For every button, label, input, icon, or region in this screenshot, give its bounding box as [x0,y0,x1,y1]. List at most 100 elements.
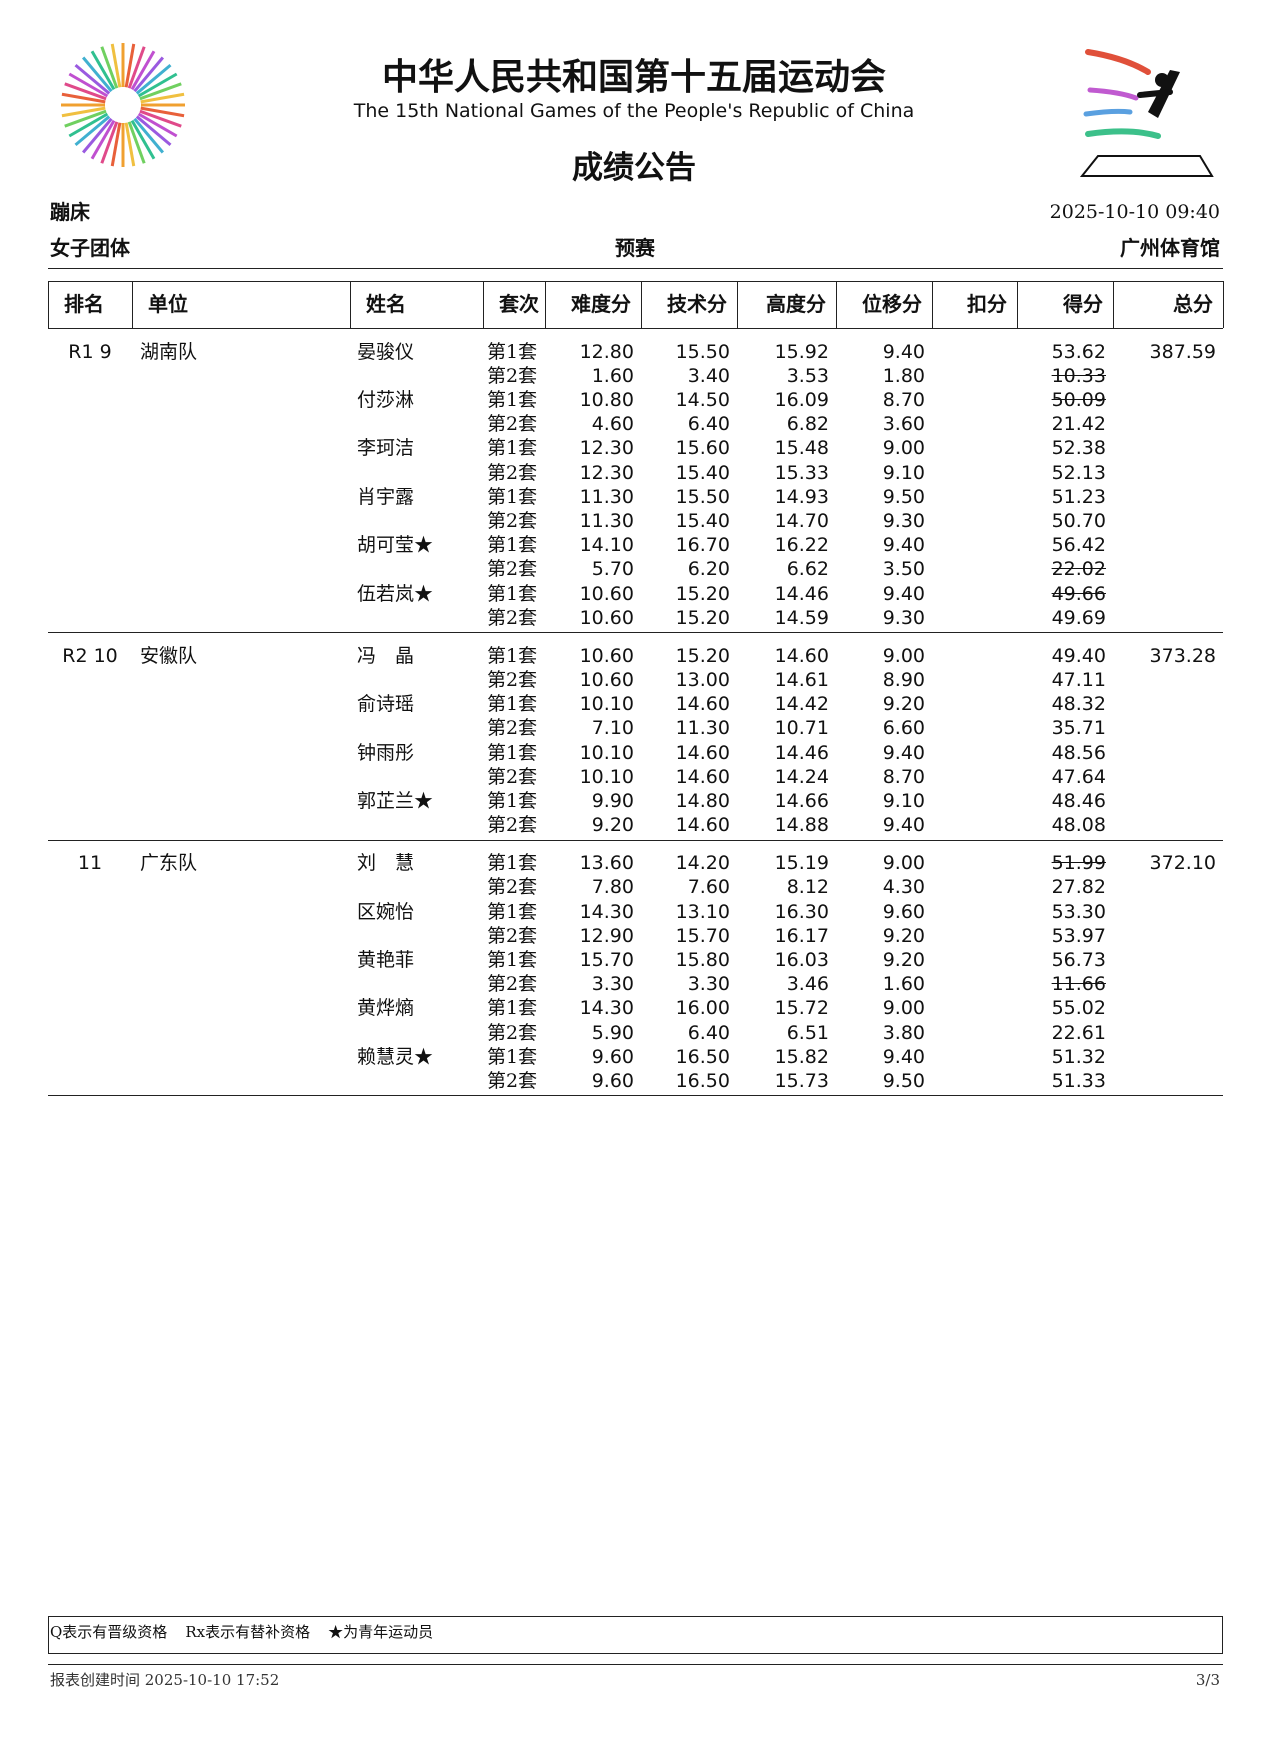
score: 9.10 [882,461,925,484]
petal [90,119,116,160]
table-divider [737,281,738,328]
petal [110,122,122,167]
score: 14.46 [774,741,829,764]
score: 7.80 [591,876,634,899]
table-divider [932,281,933,328]
table-divider [350,281,351,328]
score: 14.66 [774,790,829,812]
routine-set: 第1套 [487,485,538,508]
team-rule [48,1095,1223,1097]
team: 广东队 [140,852,198,875]
result: 56.42 [1051,534,1106,557]
legend-box [48,1616,1223,1654]
athlete-name: 黄烨熵 [357,997,415,1020]
score: 14.50 [675,389,730,411]
score: 5.70 [591,558,634,581]
score: 1.60 [882,973,925,996]
score: 15.50 [675,485,730,508]
column-header: 技术分 [667,292,727,316]
result: 48.32 [1051,693,1106,716]
sport: 蹦床 [50,200,90,224]
score: 11.30 [579,485,634,508]
petal [124,122,136,167]
score: 12.90 [579,924,634,947]
result: 51.23 [1051,485,1106,508]
athlete-name: 李珂洁 [357,437,415,460]
score: 15.60 [675,437,730,460]
petal [140,92,185,104]
petal [100,46,119,89]
score: 14.30 [579,997,634,1020]
score: 13.60 [579,852,634,875]
score: 6.60 [882,717,925,740]
score: 11.30 [675,717,730,740]
score: 16.17 [774,924,829,947]
score: 12.80 [579,340,634,363]
routine-set: 第2套 [487,876,538,899]
event: 女子团体 [50,236,130,260]
result: 21.42 [1051,413,1106,436]
score: 16.50 [675,1045,730,1068]
score: 10.60 [579,606,634,629]
score: 15.50 [675,340,730,363]
score: 14.42 [774,693,829,716]
column-header: 难度分 [571,292,631,316]
score: 9.00 [882,997,925,1020]
score: 9.20 [882,693,925,716]
score: 9.60 [591,1070,634,1092]
petal [81,117,113,154]
score: 12.30 [579,461,634,484]
petal [139,82,182,101]
petal [133,56,165,93]
column-header: 套次 [499,292,539,316]
total: 372.10 [1149,852,1216,875]
subtitle: 成绩公告 [572,150,696,186]
score: 3.60 [882,413,925,436]
athlete-name: 晏骏仪 [357,340,415,363]
score: 8.70 [882,389,925,411]
petal [64,82,107,101]
score: 14.88 [774,814,829,837]
result: 52.38 [1051,437,1106,460]
score: 3.30 [591,973,634,996]
score: 13.00 [675,669,730,691]
result: 51.32 [1051,1045,1106,1068]
score: 16.50 [675,1070,730,1092]
petal [68,72,109,98]
column-header: 高度分 [766,292,826,316]
result: 49.66 [1051,582,1106,605]
petal [130,119,156,160]
score: 14.24 [774,765,829,788]
routine-set: 第1套 [487,340,538,363]
result: 51.33 [1051,1070,1106,1092]
team-rule [48,632,1223,634]
result: 53.30 [1051,900,1106,923]
column-header: 排名 [64,292,104,316]
table-divider [48,281,49,328]
routine-set: 第2套 [487,413,538,436]
routine-set: 第2套 [487,717,538,740]
score: 9.20 [591,814,634,837]
team: 湖南队 [140,340,198,363]
routine-set: 第1套 [487,949,538,971]
legend-item: ★为青年运动员 [328,1623,434,1641]
routine-set: 第2套 [487,510,538,532]
result: 48.56 [1051,741,1106,764]
table-divider [1113,281,1114,328]
routine-set: 第2套 [487,1070,538,1092]
score: 14.10 [579,534,634,557]
score: 16.70 [675,534,730,557]
score: 10.60 [579,644,634,667]
score: 14.61 [774,669,829,691]
routine-set: 第1套 [487,693,538,716]
petal [74,115,111,147]
score: 4.30 [882,876,925,899]
table-divider [545,281,546,328]
score: 14.70 [774,510,829,532]
score: 10.60 [579,669,634,691]
score: 15.82 [774,1045,829,1068]
routine-set: 第1套 [487,900,538,923]
table-divider [1223,281,1224,328]
result: 48.46 [1051,790,1106,812]
score: 7.10 [591,717,634,740]
